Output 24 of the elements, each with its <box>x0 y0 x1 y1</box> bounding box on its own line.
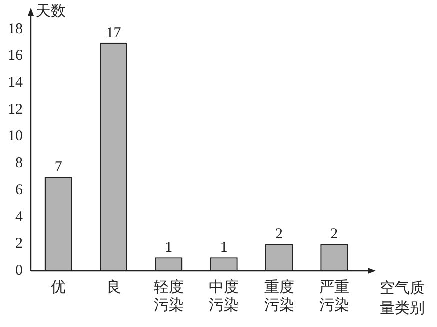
data-label: 1 <box>220 240 228 256</box>
y-tick-label: 16 <box>8 48 24 64</box>
y-tick-label: 18 <box>8 21 23 38</box>
x-axis-title: 空气质量类别 <box>380 280 425 317</box>
y-tick-label: 4 <box>16 209 24 226</box>
y-tick-label: 14 <box>8 75 24 92</box>
data-label: 7 <box>54 159 63 176</box>
x-tick-label: 中度污染 <box>209 278 240 314</box>
x-tick-label: 严重污染 <box>319 278 350 314</box>
data-label: 17 <box>106 25 122 42</box>
x-tick-label: 优 <box>51 280 66 296</box>
y-tick-label: 8 <box>16 156 23 172</box>
y-axis-title: 天数 <box>36 4 66 20</box>
x-tick-label: 重度污染 <box>264 278 294 314</box>
x-tick-label: 轻度污染 <box>154 278 184 314</box>
y-tick-label: 0 <box>16 262 23 279</box>
x-tick-label: 良 <box>106 278 122 296</box>
data-label: 1 <box>165 240 173 256</box>
data-label: 2 <box>330 226 338 243</box>
data-label: 2 <box>276 226 283 243</box>
y-tick-label: 10 <box>8 128 23 145</box>
y-tick-label: 2 <box>16 236 23 252</box>
y-tick-label: 12 <box>8 102 23 118</box>
y-tick-label: 6 <box>16 182 24 198</box>
